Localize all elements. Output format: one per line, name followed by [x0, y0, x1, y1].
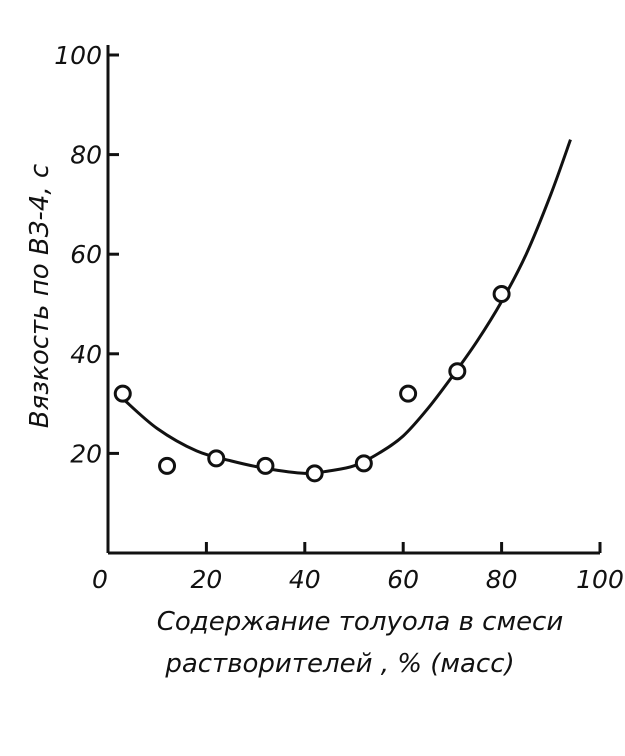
x-axis-label-line2: растворителей , % (масс)	[164, 649, 514, 679]
y-tick-label: 100	[54, 41, 102, 70]
x-tick-label: 40	[289, 565, 321, 594]
y-tick-label: 60	[70, 240, 102, 269]
y-tick-label: 40	[70, 340, 102, 369]
x-tick-label: 100	[576, 565, 624, 594]
data-point	[305, 464, 324, 483]
data-point	[399, 384, 418, 403]
x-axis-label-line1: Содержание толуола в смеси	[157, 607, 564, 637]
data-point	[448, 362, 467, 381]
y-tick-label: 80	[70, 141, 102, 170]
data-point	[354, 454, 373, 473]
x-tick-label: 0	[92, 565, 108, 594]
x-tick-label: 20	[190, 565, 222, 594]
axes	[106, 45, 600, 555]
data-points	[113, 285, 511, 483]
tick-labels: 0 20 40 60 80 100 20 40 60 80 100	[54, 41, 624, 594]
ticks	[108, 53, 602, 553]
fit-curve	[121, 139, 572, 475]
data-point	[256, 456, 275, 475]
y-tick-label: 20	[70, 439, 102, 468]
data-point	[113, 384, 132, 403]
data-point	[207, 449, 226, 468]
y-axis-label: Вязкость по ВЗ-4, с	[25, 164, 55, 428]
data-point	[158, 456, 177, 475]
x-tick-label: 60	[387, 565, 419, 594]
x-tick-label: 80	[486, 565, 518, 594]
data-point	[492, 285, 511, 304]
